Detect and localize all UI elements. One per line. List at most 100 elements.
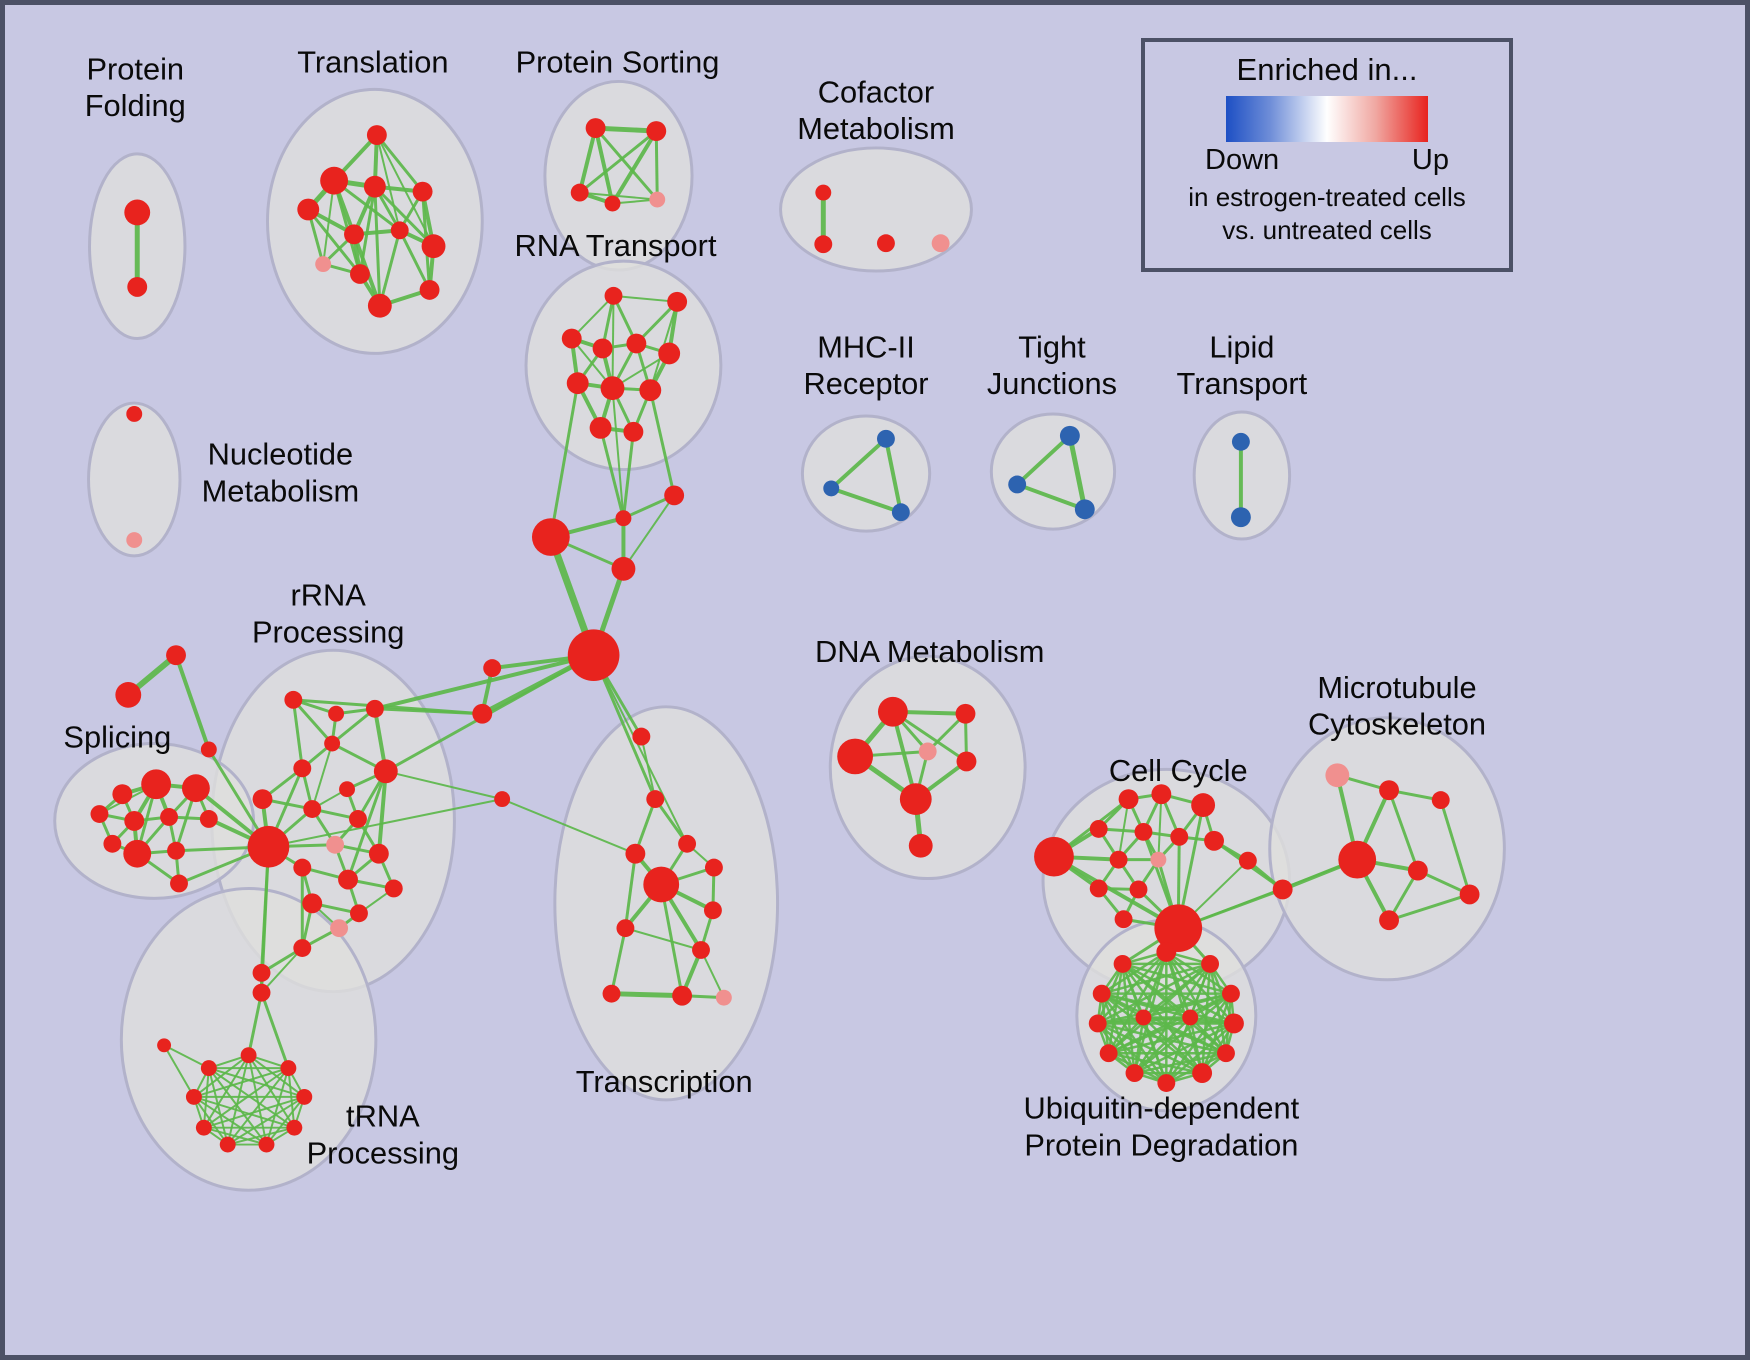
node-o1: [166, 645, 186, 666]
edge-ps1-ps2: [595, 125, 657, 134]
node-ub6: [1088, 1014, 1107, 1033]
node-t7: [390, 221, 409, 240]
node-c11: [1238, 851, 1257, 870]
node-cm2: [814, 235, 833, 254]
edge-m2-m4: [622, 494, 675, 570]
node-x10: [602, 984, 621, 1003]
node-ps2: [646, 121, 667, 141]
edge-t1-t7: [375, 134, 401, 231]
node-rt4: [592, 338, 613, 359]
node-m5: [483, 659, 502, 678]
node-t8: [421, 234, 446, 259]
node-rt6: [658, 342, 681, 365]
node-rt9: [639, 379, 662, 402]
node-r12: [368, 843, 389, 864]
node-r10: [349, 810, 367, 828]
node-c4: [1191, 793, 1216, 817]
node-u7: [1379, 910, 1399, 931]
node-r6: [373, 759, 398, 784]
cluster-label-rrna-processing: rRNA Processing: [252, 578, 404, 650]
node-cm4: [931, 234, 950, 253]
edge-mh1-mh2: [829, 437, 888, 490]
node-cm3: [876, 234, 895, 253]
edge-x8-x9: [625, 927, 702, 951]
node-c7: [1170, 827, 1189, 846]
edge-ub7-ub10: [1133, 1022, 1235, 1075]
edge-r1-r5: [291, 699, 304, 769]
cluster-area-splicing: [53, 742, 256, 900]
edge-m7-x4: [501, 798, 636, 855]
cluster-label-dna-metabolism: DNA Metabolism: [815, 634, 1044, 669]
node-r11: [326, 835, 345, 854]
edge-m6-r1: [293, 698, 483, 716]
cluster-area-cofactor-metabolism: [779, 146, 973, 273]
node-tr8: [219, 1136, 236, 1153]
node-c5: [1089, 819, 1108, 838]
node-r3: [365, 699, 384, 718]
edge-tr3-tr4: [193, 1067, 289, 1098]
edge-tr2-tr9: [208, 1067, 268, 1146]
edge-rt1-rt3: [571, 295, 615, 340]
node-ub7: [1223, 1013, 1244, 1034]
node-d6: [899, 783, 932, 815]
node-c14: [1272, 879, 1293, 900]
node-rt8: [600, 376, 625, 401]
node-ub14: [1182, 1009, 1199, 1026]
node-c2: [1118, 789, 1139, 810]
node-r16: [302, 893, 323, 914]
node-lt2: [1230, 507, 1251, 528]
node-rt5: [626, 333, 647, 354]
legend-caption-line1: in estrogen-treated cells: [1188, 182, 1466, 212]
node-r8: [252, 789, 273, 810]
node-rt3: [561, 328, 582, 349]
cluster-label-mhc-ii-receptor: MHC-II Receptor: [804, 329, 929, 401]
node-ps3: [570, 183, 589, 202]
cluster-area-microtubule-cytoskeleton: [1268, 716, 1506, 982]
node-tr7: [286, 1119, 303, 1136]
edge-tr5-tr6: [203, 1095, 305, 1129]
node-r9: [303, 800, 322, 818]
edge-hub-r3: [374, 653, 595, 711]
edge-tr7-tr8: [227, 1126, 295, 1146]
node-rt7: [566, 372, 589, 395]
node-x12: [715, 989, 732, 1006]
node-ub4: [1092, 984, 1111, 1003]
edge-tr0-tr1: [247, 992, 263, 1056]
node-r18: [330, 919, 349, 938]
edge-tr2-tr5: [208, 1067, 305, 1098]
node-ub9: [1217, 1044, 1235, 1063]
node-m1: [531, 518, 570, 556]
node-s11: [170, 874, 188, 893]
edge-sh-m7: [268, 798, 503, 848]
edge-x8-x10: [610, 927, 627, 994]
node-hub: [567, 629, 620, 681]
edge-mh1-mh3: [883, 438, 903, 513]
edge-ps2-ps3: [578, 129, 658, 194]
node-ub5: [1222, 984, 1240, 1003]
node-u1: [1325, 763, 1350, 788]
node-nm1: [126, 406, 143, 422]
cluster-label-protein-sorting: Protein Sorting: [516, 45, 720, 80]
cluster-label-transcription: Transcription: [576, 1064, 753, 1099]
node-s5: [124, 811, 145, 831]
node-r15: [384, 879, 403, 898]
edge-tr1-tr8: [226, 1054, 250, 1145]
edge-t7-t12: [398, 229, 431, 291]
edge-rt10-m3: [599, 427, 625, 519]
node-r2: [328, 705, 345, 722]
edge-tr4-tr8: [193, 1096, 229, 1146]
node-ps1: [585, 118, 606, 139]
edge-r6-r14: [346, 770, 388, 881]
edge-ub7-ub8: [1108, 1022, 1235, 1055]
edge-tra-tr4: [163, 1044, 195, 1098]
legend-caption-line2: vs. untreated cells: [1222, 215, 1432, 246]
edge-ub9-ub10: [1134, 1052, 1227, 1075]
node-d5: [956, 751, 977, 772]
edge-u3-u6: [1439, 799, 1472, 895]
edge-r4-r9: [311, 743, 334, 810]
legend-title: Enriched in...: [1236, 52, 1418, 87]
edge-r1-r4: [292, 698, 334, 745]
node-ps4: [604, 195, 621, 212]
node-mh1: [876, 429, 895, 448]
edge-u2-u5: [1387, 789, 1420, 872]
